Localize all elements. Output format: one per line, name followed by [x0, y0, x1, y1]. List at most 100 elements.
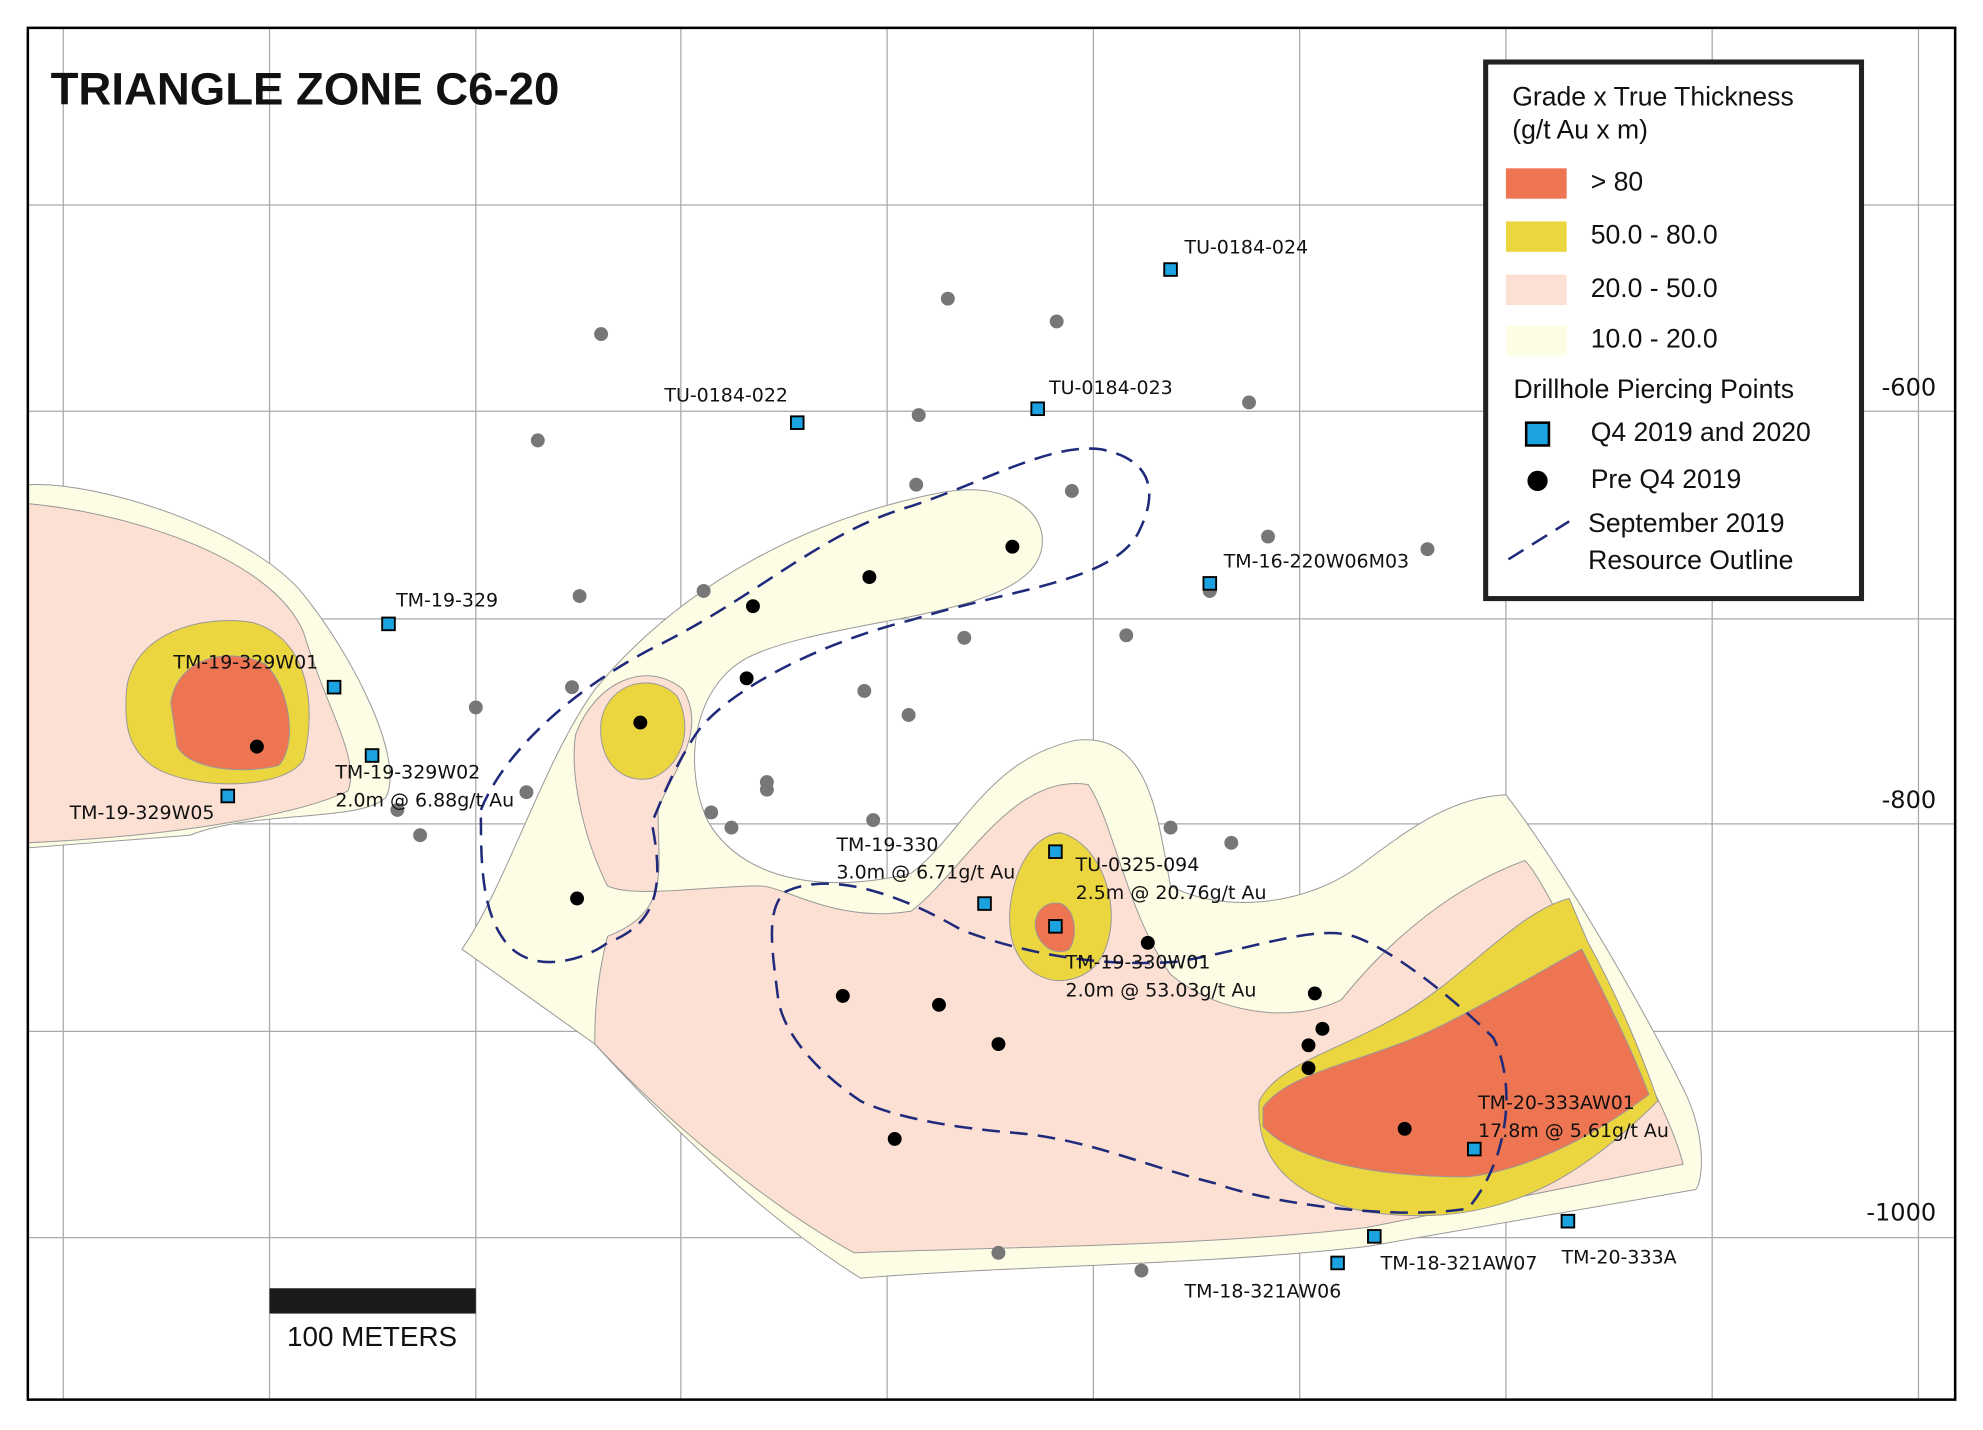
- drillhole-square: [1560, 1213, 1576, 1229]
- drillhole-point-other: [901, 708, 916, 722]
- drillhole-point-pre-q4-2019: [862, 570, 877, 585]
- drillhole-point-pre-q4-2019: [1301, 1061, 1316, 1076]
- drillhole-square: [326, 679, 342, 695]
- drillhole-point-other: [1420, 542, 1435, 557]
- elevation-label: -600: [1882, 374, 1937, 402]
- drillhole-point-other: [911, 408, 926, 423]
- drillhole-point-other: [866, 813, 881, 827]
- drillhole-point-pre-q4-2019: [1005, 539, 1020, 554]
- drillhole-label: TM-20-333AW01: [1477, 1092, 1635, 1114]
- legend-label: 10.0 - 20.0: [1591, 323, 1718, 353]
- drillhole-point-pre-q4-2019: [570, 891, 585, 906]
- resource-outline: [770, 882, 1508, 1214]
- legend-heading: (g/t Au x m): [1512, 115, 1648, 145]
- drillhole-square: [1030, 401, 1045, 417]
- drillhole-square: [1367, 1229, 1382, 1244]
- map-title: TRIANGLE ZONE C6-20: [51, 63, 560, 114]
- legend-label: Pre Q4 2019: [1591, 464, 1742, 494]
- drillhole-label: TM-19-329W01: [172, 652, 318, 674]
- drillhole-point-other: [390, 802, 405, 817]
- drillhole-label: TM-19-330W01: [1065, 952, 1211, 974]
- drillhole-square: [220, 788, 236, 804]
- drillhole-intercept: 17.8m @ 5.61g/t Au: [1478, 1120, 1669, 1142]
- drillhole-intercept: 3.0m @ 6.71g/t Au: [836, 862, 1015, 884]
- drillhole-square: [789, 415, 805, 430]
- legend-label: September 2019: [1588, 508, 1784, 538]
- legend-heading: Grade x True Thickness: [1512, 82, 1794, 112]
- legend-label: Resource Outline: [1588, 545, 1793, 575]
- drillhole-point-other: [572, 589, 587, 604]
- legend-dot: [1527, 470, 1548, 492]
- drillhole-label: TM-19-330: [835, 834, 938, 856]
- drillhole-point-other: [565, 680, 579, 695]
- legend-square: [1524, 421, 1551, 447]
- drillhole-point-other: [594, 327, 609, 342]
- drillhole-label: TU-0325-094: [1075, 854, 1200, 876]
- drillhole-intercept: 2.5m @ 20.76g/t Au: [1076, 882, 1267, 904]
- legend-label: > 80: [1591, 167, 1643, 197]
- zone-80: [1262, 948, 1650, 1178]
- drillhole-label: TM-20-333A: [1561, 1246, 1677, 1268]
- elevation-label: -800: [1882, 786, 1937, 814]
- drillhole-square: [381, 616, 396, 632]
- legend-swatch: [1505, 221, 1567, 252]
- drillhole-point-other: [1064, 484, 1079, 498]
- drillhole-point-pre-q4-2019: [1140, 935, 1155, 950]
- legend-swatch: [1505, 168, 1567, 199]
- drillhole-point-other: [1049, 314, 1064, 329]
- legend-label: Q4 2019 and 2020: [1591, 417, 1811, 447]
- drillhole-label: TM-18-321AW06: [1183, 1281, 1341, 1303]
- drillhole-point-pre-q4-2019: [1315, 1021, 1330, 1036]
- drillhole-square: [1467, 1141, 1482, 1157]
- drillhole-point-pre-q4-2019: [633, 715, 648, 730]
- drillhole-square: [1330, 1255, 1345, 1271]
- drillhole-intercept: 2.0m @ 6.88g/t Au: [335, 790, 514, 812]
- drillhole-point-other: [696, 584, 711, 598]
- drillhole-point-pre-q4-2019: [1397, 1121, 1412, 1136]
- drillhole-point-pre-q4-2019: [932, 997, 946, 1012]
- drillhole-point-other: [909, 477, 924, 492]
- drillhole-label: TM-18-321AW07: [1380, 1253, 1538, 1275]
- drillhole-point-other: [857, 683, 872, 698]
- drillhole-point-other: [724, 820, 739, 835]
- map-frame: [26, 26, 1957, 1401]
- drillhole-point-other: [519, 785, 534, 800]
- scale-bar: [269, 1288, 476, 1314]
- drillhole-point-other: [940, 291, 955, 306]
- drillhole-point-pre-q4-2019: [739, 671, 754, 686]
- drillhole-point-pre-q4-2019: [1307, 986, 1322, 1001]
- drillhole-point-other: [1163, 820, 1178, 835]
- legend-swatch: [1505, 325, 1567, 356]
- drillhole-label: TM-19-329W02: [334, 762, 480, 784]
- legend-heading: Drillhole Piercing Points: [1514, 374, 1795, 404]
- resource-outline: [479, 447, 1151, 964]
- drillhole-point-other: [1224, 835, 1239, 850]
- drillhole-point-pre-q4-2019: [991, 1037, 1006, 1051]
- drillhole-point-pre-q4-2019: [249, 739, 264, 754]
- drillhole-point-other: [413, 828, 428, 843]
- drillhole-square: [364, 748, 380, 763]
- legend-swatch: [1505, 274, 1567, 305]
- legend-dash: [1507, 520, 1570, 561]
- drillhole-point-pre-q4-2019: [1301, 1038, 1316, 1053]
- zone-50-80: [600, 682, 686, 780]
- drillhole-square: [1048, 844, 1063, 859]
- drillhole-point-other: [1242, 395, 1256, 410]
- drillhole-label: TU-0184-023: [1048, 377, 1173, 399]
- drillhole-point-other: [1134, 1263, 1149, 1278]
- drillhole-point-pre-q4-2019: [887, 1131, 902, 1146]
- drillhole-square: [1163, 262, 1178, 277]
- drillhole-intercept: 2.0m @ 53.03g/t Au: [1066, 979, 1257, 1001]
- drillhole-point-pre-q4-2019: [835, 988, 850, 1003]
- drillhole-point-other: [468, 700, 483, 715]
- drillhole-square: [1202, 576, 1218, 591]
- drillhole-point-other: [1119, 628, 1134, 643]
- drillhole-point-other: [1261, 529, 1275, 544]
- legend-label: 50.0 - 80.0: [1591, 220, 1718, 250]
- drillhole-point-other: [991, 1245, 1006, 1260]
- drillhole-label: TU-0184-022: [663, 385, 788, 407]
- drillhole-square: [977, 896, 992, 911]
- drillhole-label: TM-16-220W06M03: [1223, 550, 1409, 572]
- drillhole-point-other: [957, 630, 972, 645]
